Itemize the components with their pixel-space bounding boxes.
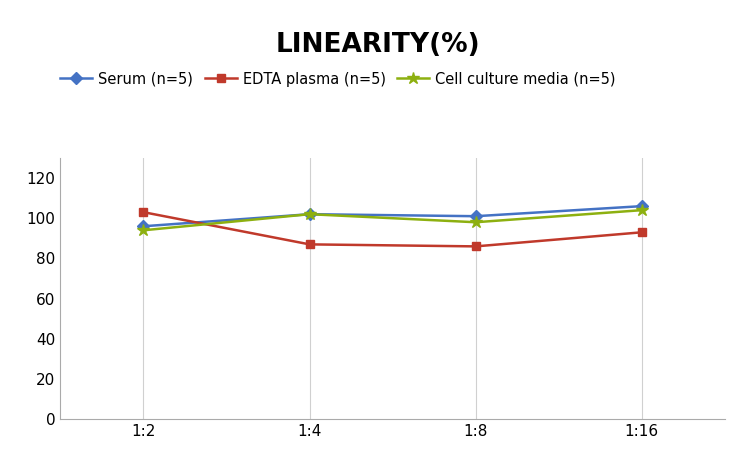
Cell culture media (n=5) xyxy=(637,207,646,213)
Serum (n=5) xyxy=(305,212,314,217)
Cell culture media (n=5) xyxy=(139,228,148,233)
Cell culture media (n=5) xyxy=(305,212,314,217)
Serum (n=5) xyxy=(637,203,646,209)
Text: LINEARITY(%): LINEARITY(%) xyxy=(275,32,480,58)
EDTA plasma (n=5) xyxy=(471,244,480,249)
Cell culture media (n=5) xyxy=(471,220,480,225)
EDTA plasma (n=5) xyxy=(139,209,148,215)
Line: Serum (n=5): Serum (n=5) xyxy=(139,202,646,230)
EDTA plasma (n=5) xyxy=(637,230,646,235)
EDTA plasma (n=5) xyxy=(305,242,314,247)
Line: Cell culture media (n=5): Cell culture media (n=5) xyxy=(137,204,648,236)
Legend: Serum (n=5), EDTA plasma (n=5), Cell culture media (n=5): Serum (n=5), EDTA plasma (n=5), Cell cul… xyxy=(54,66,621,92)
Serum (n=5) xyxy=(139,224,148,229)
Line: EDTA plasma (n=5): EDTA plasma (n=5) xyxy=(139,208,646,251)
Serum (n=5) xyxy=(471,213,480,219)
